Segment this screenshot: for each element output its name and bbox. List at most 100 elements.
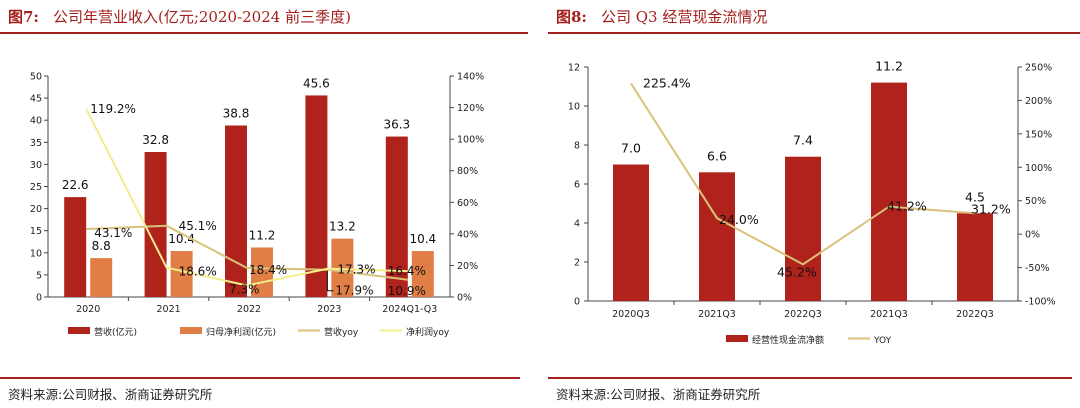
revenue-bar bbox=[64, 197, 87, 297]
y-tick-label: 10 bbox=[30, 248, 42, 259]
y2-tick-label: 20% bbox=[457, 261, 478, 272]
revenue-value-label: 32.8 bbox=[142, 133, 169, 147]
figure-7-panel: 图7: 公司年营业收入(亿元;2020-2024 前三季度) 0 5 10 15 20 25… bbox=[0, 0, 528, 408]
y2-tick-label: 0% bbox=[1025, 230, 1040, 241]
x-tick-label: 2021 bbox=[157, 304, 181, 315]
figure-8-bottom-rule bbox=[548, 377, 1072, 379]
legend-swatch bbox=[180, 327, 202, 334]
y2-tick-label: 100% bbox=[457, 135, 484, 146]
y2-tick-label: 60% bbox=[457, 198, 478, 209]
y-tick-label: 10 bbox=[568, 102, 580, 113]
cash-flow-value-label: 6.6 bbox=[707, 148, 727, 163]
y2-tick-label: -50% bbox=[1025, 263, 1050, 274]
net-profit-value-label: 11.2 bbox=[249, 228, 276, 242]
net-profit-value-label: 8.8 bbox=[92, 239, 111, 253]
net-profit-yoy-label: 7.3% bbox=[229, 282, 260, 296]
y2-tick-label: 150% bbox=[1025, 129, 1052, 140]
net-profit-yoy-label: 17.9% bbox=[335, 284, 373, 298]
y2-tick-label: 100% bbox=[1025, 163, 1052, 174]
y-tick-label: 30 bbox=[30, 160, 42, 171]
legend-label: 营收(亿元) bbox=[94, 326, 137, 338]
net-profit-value-label: 10.4 bbox=[168, 232, 195, 246]
figure-8-top-rule bbox=[548, 32, 1080, 34]
y-tick-label: 5 bbox=[36, 270, 42, 281]
y-tick-label: 35 bbox=[30, 138, 42, 149]
y-tick-label: 20 bbox=[30, 204, 42, 215]
revenue-value-label: 22.6 bbox=[62, 178, 89, 192]
net-profit-yoy-label: 16.4% bbox=[388, 264, 426, 278]
net-profit-value-label: 13.2 bbox=[329, 220, 356, 234]
y-tick-label: 45 bbox=[30, 94, 42, 105]
figure-7-bottom-rule bbox=[0, 377, 520, 379]
y2-tick-label: 50% bbox=[1025, 196, 1046, 207]
yoy-value-label: 31.2% bbox=[971, 201, 1011, 216]
revenue-yoy-label: 10.9% bbox=[388, 284, 426, 298]
y-tick-label: 25 bbox=[30, 182, 42, 193]
x-tick-label: 2021Q3 bbox=[870, 309, 908, 320]
cash-flow-bar bbox=[613, 164, 649, 301]
figure-7-title-text: 公司年营业收入(亿元;2020-2024 前三季度) bbox=[52, 8, 351, 26]
net-profit-yoy-label: 18.6% bbox=[179, 265, 217, 279]
y-tick-label: 50 bbox=[30, 72, 42, 83]
y-tick-label: 0 bbox=[574, 297, 580, 308]
y-tick-label: 12 bbox=[568, 63, 580, 74]
yoy-value-label: 24.0% bbox=[719, 212, 759, 227]
cash-flow-value-label: 7.0 bbox=[621, 141, 641, 156]
revenue-yoy-line bbox=[86, 224, 408, 281]
x-tick-label: 2024Q1-Q3 bbox=[382, 304, 437, 315]
legend-label: 经营性现金流净额 bbox=[752, 334, 824, 346]
figure-8-title: 图8: 公司 Q3 经营现金流情况 bbox=[556, 6, 767, 27]
revenue-yoy-label: 43.1% bbox=[94, 226, 132, 240]
revenue-yoy-label: 17.3% bbox=[337, 263, 375, 277]
x-tick-label: 2022 bbox=[237, 304, 261, 315]
y2-tick-label: -100% bbox=[1025, 297, 1056, 308]
revenue-yoy-label: 45.1% bbox=[179, 219, 217, 233]
y2-tick-label: 200% bbox=[1025, 96, 1052, 107]
figure-7-number: 图7: bbox=[8, 8, 39, 26]
net-profit-bar bbox=[331, 238, 354, 297]
net-profit-bar bbox=[251, 247, 273, 297]
y-tick-label: 2 bbox=[574, 258, 580, 269]
yoy-value-label: 45.2% bbox=[777, 264, 817, 279]
revenue-bar bbox=[144, 152, 167, 297]
y2-tick-label: 80% bbox=[457, 166, 478, 177]
y2-tick-label: 40% bbox=[457, 229, 478, 240]
legend-label: YOY bbox=[873, 336, 892, 346]
net-profit-bar bbox=[170, 251, 193, 297]
revenue-bar bbox=[225, 125, 247, 297]
yoy-line bbox=[630, 82, 976, 266]
figure-7-top-rule bbox=[0, 32, 528, 34]
figure-8-number: 图8: bbox=[556, 8, 587, 26]
figure-8-panel: 图8: 公司 Q3 经营现金流情况 0 2 4 6 8 10 12 -100% -50% 0% 50%… bbox=[548, 0, 1080, 408]
cash-flow-bar bbox=[957, 213, 993, 301]
x-tick-label: 2022Q3 bbox=[956, 309, 994, 320]
net-profit-yoy-leader-line bbox=[326, 270, 334, 292]
legend-swatch bbox=[68, 327, 90, 334]
y-tick-label: 4 bbox=[574, 219, 580, 230]
cash-flow-value-label: 4.5 bbox=[965, 189, 985, 204]
revenue-value-label: 36.3 bbox=[383, 118, 410, 132]
y-tick-label: 15 bbox=[30, 226, 42, 237]
cash-flow-bar bbox=[699, 172, 735, 301]
revenue-bar bbox=[305, 95, 328, 297]
y2-tick-label: 250% bbox=[1025, 63, 1052, 74]
net-profit-yoy-line bbox=[85, 108, 408, 287]
figure-7-chart: 0 5 10 15 20 25 30 35 40 45 50 0% 20% 40% 60% 80% 100% 12… bbox=[30, 72, 484, 339]
net-profit-yoy-label: 119.2% bbox=[90, 102, 136, 116]
figure-7-source: 资料来源:公司财报、浙商证券研究所 bbox=[8, 387, 213, 402]
figure-7-title: 图7: 公司年营业收入(亿元;2020-2024 前三季度) bbox=[8, 6, 351, 27]
legend-label: 净利润yoy bbox=[406, 326, 450, 338]
revenue-value-label: 38.8 bbox=[223, 107, 250, 121]
cash-flow-bar bbox=[785, 156, 821, 301]
revenue-yoy-label: 18.4% bbox=[249, 263, 287, 277]
y-tick-label: 40 bbox=[30, 116, 42, 127]
cash-flow-value-label: 11.2 bbox=[875, 59, 903, 74]
x-tick-label: 2020Q3 bbox=[612, 309, 650, 320]
legend-swatch bbox=[726, 335, 748, 342]
net-profit-bar bbox=[411, 251, 434, 297]
cash-flow-value-label: 7.4 bbox=[793, 133, 813, 148]
y-tick-label: 8 bbox=[574, 141, 580, 152]
x-tick-label: 2020 bbox=[76, 304, 100, 315]
y-tick-label: 0 bbox=[36, 293, 42, 304]
x-tick-label: 2021Q3 bbox=[698, 309, 736, 320]
